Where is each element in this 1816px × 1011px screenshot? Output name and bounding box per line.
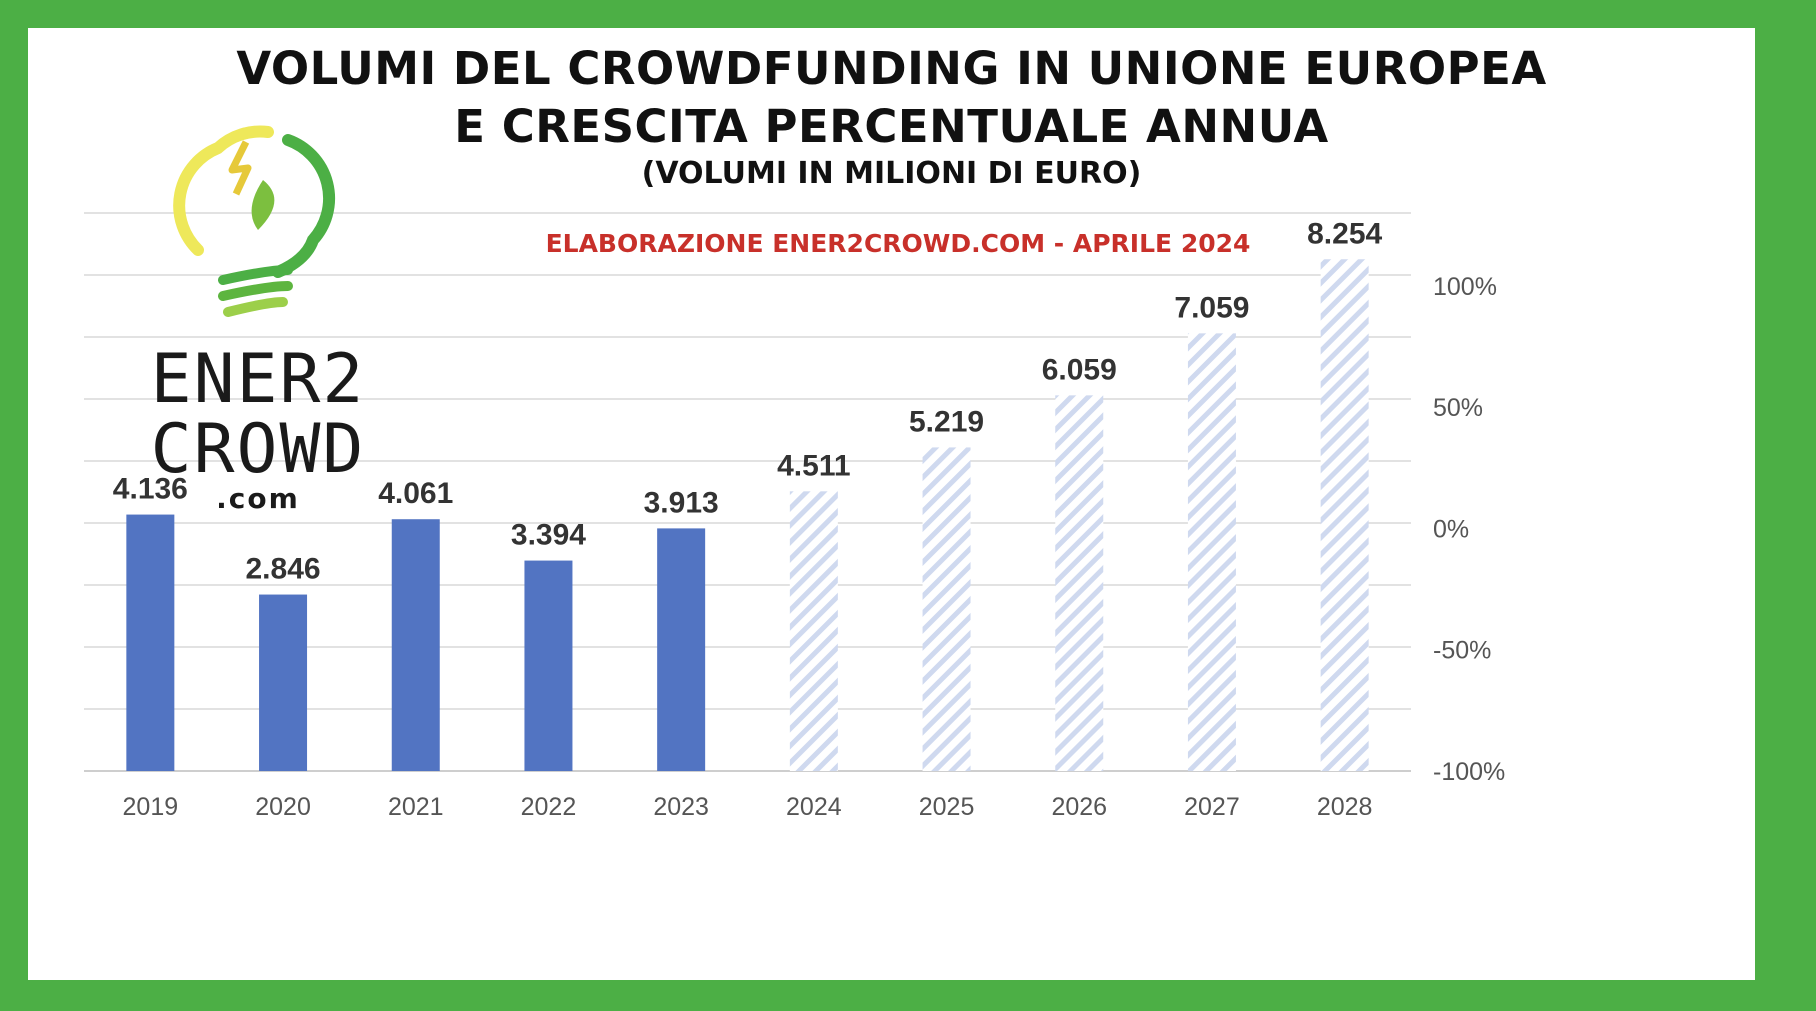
bar-value-label: 5.219	[909, 405, 984, 438]
logo-text-crowd: CROWD	[150, 410, 366, 489]
actual-bar	[259, 594, 308, 771]
x-tick-label: 2025	[919, 793, 975, 821]
y2-tick-label: 0%	[1433, 515, 1469, 543]
y2-tick-label: -100%	[1433, 758, 1505, 786]
forecast-bar	[1320, 259, 1369, 771]
value-labels: 4.136 2.846 4.061 3.394 3.913 4.511 5.219 6.059…	[113, 217, 1383, 585]
forecast-bar	[1187, 333, 1236, 771]
bar-value-label: 8.254	[1307, 217, 1382, 250]
chart-title-line1: VOLUMI DEL CROWDFUNDING IN UNIONE EUROPE…	[236, 42, 1547, 95]
x-tick-label: 2020	[255, 793, 311, 821]
bar-value-label: 2.846	[246, 553, 321, 586]
forecast-bar	[1055, 395, 1104, 771]
bar-value-label: 4.136	[113, 473, 188, 506]
x-tick-label: 2022	[521, 793, 577, 821]
actual-bar	[126, 514, 175, 771]
y2-tick-label: -50%	[1433, 637, 1491, 665]
logo-text-com: .com	[216, 482, 300, 515]
actual-bar	[657, 528, 706, 771]
x-tick-label: 2028	[1317, 793, 1373, 821]
chart-subtitle: (VOLUMI IN MILIONI DI EURO)	[641, 156, 1142, 191]
forecast-bar	[922, 447, 971, 771]
bar-value-label: 7.059	[1174, 291, 1249, 324]
bar-value-label: 3.394	[511, 519, 586, 552]
source-note: ELABORAZIONE ENER2CROWD.COM - APRILE 202…	[545, 229, 1251, 258]
x-tick-label: 2019	[123, 793, 179, 821]
x-tick-label: 2023	[653, 793, 709, 821]
bar-value-label: 4.061	[378, 477, 453, 510]
bar-value-label: 3.913	[644, 486, 719, 519]
actual-bar	[391, 519, 440, 771]
bars	[126, 259, 1369, 771]
x-tick-label: 2024	[786, 793, 842, 821]
y2-tick-label: 50%	[1433, 394, 1483, 422]
chart-frame: VOLUMI DEL CROWDFUNDING IN UNIONE EUROPE…	[28, 28, 1755, 980]
bar-value-label: 6.059	[1042, 353, 1117, 386]
bar-chart: 4.136 2.846 4.061 3.394 3.913 4.511 5.219 6.059…	[84, 212, 1505, 821]
forecast-bar	[789, 491, 838, 771]
x-tick-label: 2026	[1051, 793, 1107, 821]
chart-title-line2: E CRESCITA PERCENTUALE ANNUA	[454, 100, 1329, 153]
x-tick-label: 2027	[1184, 793, 1240, 821]
lightbulb-logo-icon	[173, 125, 336, 317]
x-axis-ticks: 2019 2020 2021 2022 2023 2024 2025 2026 2027 2028	[123, 793, 1373, 821]
actual-bar	[524, 560, 573, 771]
logo-text-ener2: ENER2	[150, 340, 366, 419]
bar-value-label: 4.511	[777, 449, 850, 482]
y2-axis-ticks: 100% 50% 0% -50% -100%	[1433, 273, 1505, 786]
y2-tick-label: 100%	[1433, 273, 1497, 301]
ener2crowd-logo: ENER2 CROWD .com	[128, 120, 388, 540]
x-tick-label: 2021	[388, 793, 444, 821]
